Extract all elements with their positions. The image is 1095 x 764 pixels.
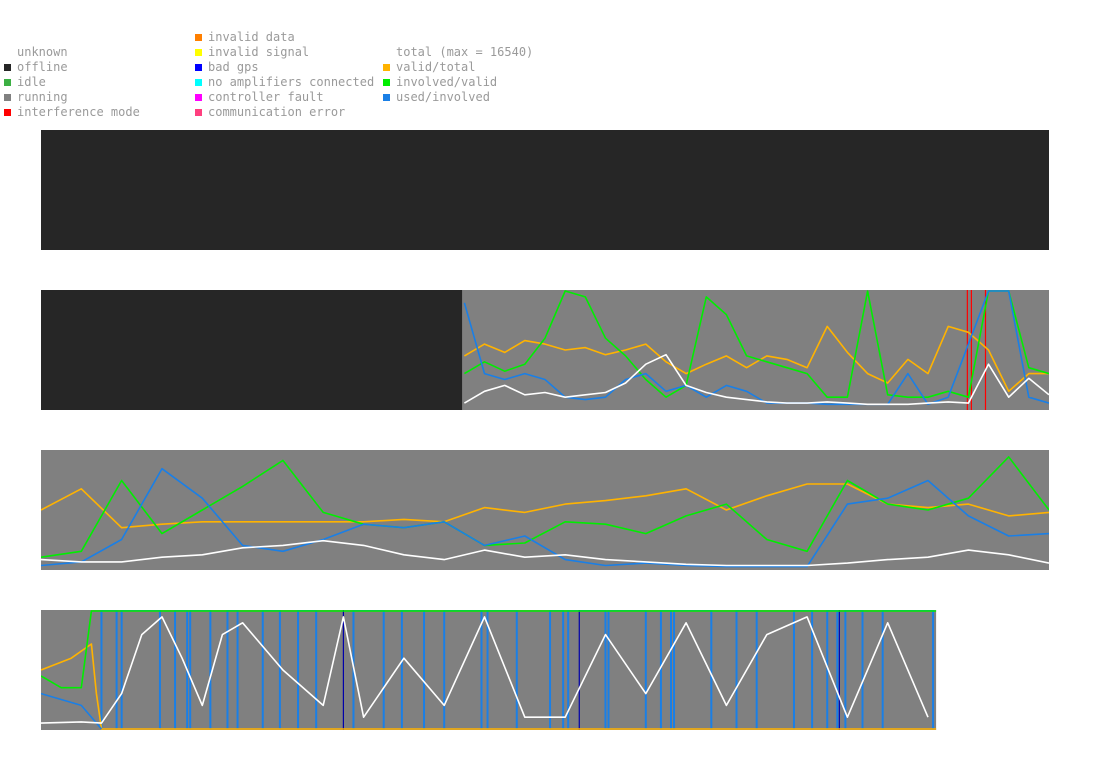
series-line-valid-total: [463, 325, 1049, 393]
series-line-total: [41, 539, 1049, 567]
legend-label: no amplifiers connected: [208, 75, 375, 89]
legend-swatch: [195, 34, 202, 41]
legend-swatch: [4, 109, 11, 116]
legend-swatch: [195, 79, 202, 86]
status-segment-offline: [41, 130, 1049, 250]
legend-swatch: [195, 64, 202, 71]
status-segment-running: [462, 290, 1049, 410]
legend-label: bad gps: [208, 60, 259, 74]
legend-swatch: [383, 94, 390, 101]
chart-panel-4: [41, 610, 1049, 730]
legend-swatch: [4, 94, 11, 101]
series-line-total: [463, 353, 1049, 406]
legend-item-idle: idle: [4, 75, 140, 90]
legend-item-involved-valid: involved/valid: [383, 75, 533, 90]
legend-ratios: total (max = 16540) valid/total involved…: [383, 30, 533, 105]
legend-item-controller-fault: controller fault: [195, 90, 374, 105]
legend-label: running: [17, 90, 68, 104]
legend-item-bad-gps: bad gps: [195, 60, 374, 75]
status-segment-offline: [41, 290, 463, 410]
legend-item-invalid-data: invalid data: [195, 30, 374, 45]
status-segment-running: [41, 450, 1049, 570]
legend-swatch: [195, 49, 202, 56]
legend-label: used/involved: [396, 90, 490, 104]
legend-label: communication error: [208, 105, 346, 119]
legend-label: invalid signal: [208, 45, 310, 59]
legend-label: idle: [17, 75, 46, 89]
chart-svg-1: [41, 130, 1049, 250]
legend-item-offline: offline: [4, 60, 140, 75]
legend-item-unknown: unknown: [4, 45, 140, 60]
legend-swatch: [383, 79, 390, 86]
series-line-involved-valid: [41, 610, 937, 689]
legend-label: interference mode: [17, 105, 140, 119]
legend-label: unknown: [17, 45, 68, 59]
series-line-valid-total: [41, 643, 937, 730]
chart-svg-2: [41, 290, 1049, 410]
series-line-used-involved: [41, 692, 103, 730]
legend-item-total: total (max = 16540): [383, 45, 533, 60]
chart-panel-1: [41, 130, 1049, 250]
series-line-used-involved: [463, 290, 1049, 406]
legend-swatch: [383, 64, 390, 71]
legend-item-used-involved: used/involved: [383, 90, 533, 105]
chart-svg-4: [41, 610, 937, 730]
legend-label: involved/valid: [396, 75, 498, 89]
series-line-used-involved: [41, 467, 1049, 568]
legend-label: valid/total: [396, 60, 476, 74]
legend-swatch: [4, 64, 11, 71]
chart-svg-3: [41, 450, 1049, 570]
series-line-total: [41, 616, 929, 724]
legend-item-valid-total: valid/total: [383, 60, 533, 75]
legend-label: invalid data: [208, 30, 295, 44]
legend-errors: invalid data invalid signal bad gps no a…: [195, 30, 374, 120]
legend-item-communication-error: communication error: [195, 105, 374, 120]
legend-item-running: running: [4, 90, 140, 105]
series-line-involved-valid: [463, 290, 1049, 398]
chart-panel-3: [41, 450, 1049, 570]
legend-label: offline: [17, 60, 68, 74]
legend-item-invalid-signal: invalid signal: [195, 45, 374, 60]
legend-item-interference-mode: interference mode: [4, 105, 140, 120]
legend-swatch: [4, 79, 11, 86]
legend-label: total (max = 16540): [396, 45, 534, 59]
legend-swatch: [195, 109, 202, 116]
chart-panel-2: [41, 290, 1049, 410]
legend-item-no-amplifiers: no amplifiers connected: [195, 75, 374, 90]
legend-status: unknown offline idle running interferenc…: [4, 30, 140, 120]
legend-label: controller fault: [208, 90, 324, 104]
legend-swatch: [195, 94, 202, 101]
